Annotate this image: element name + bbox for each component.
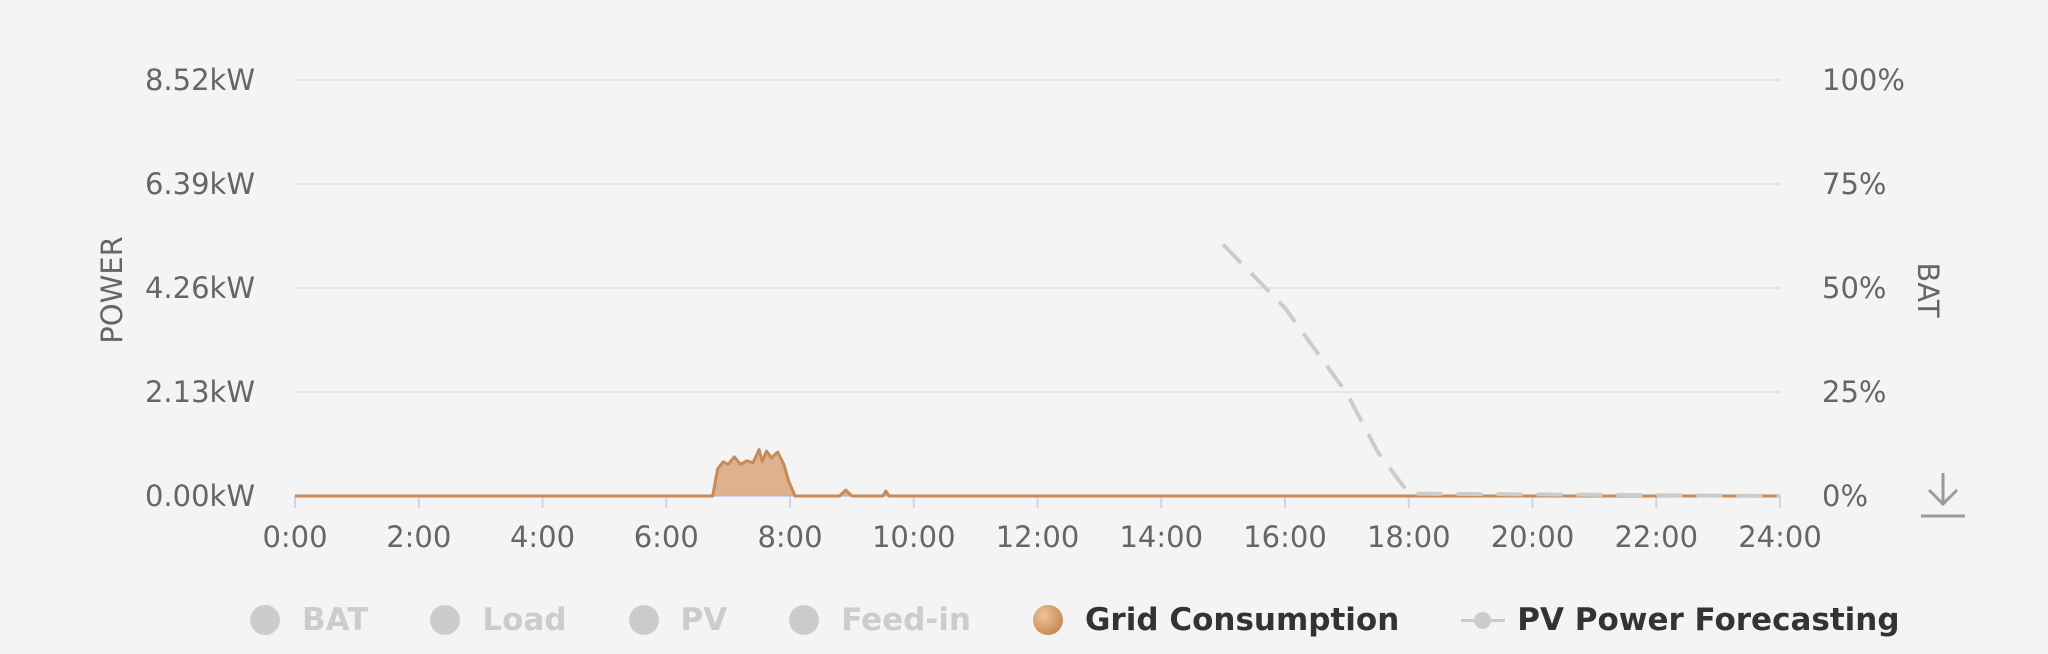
download-button[interactable] [1918, 470, 1968, 520]
legend-item-feed-in[interactable]: Feed-in [789, 602, 971, 638]
y-right-tick-label: 100% [1822, 63, 1905, 97]
legend-label: Grid Consumption [1084, 602, 1400, 638]
x-axis: 0:00 2:00 4:00 6:00 8:00 10:00 12:00 14:00 16:00… [262, 495, 1822, 554]
legend-label: BAT [302, 602, 369, 638]
y-axis-right: 0% 25% 50% 75% 100% [1822, 63, 1905, 513]
grid-lines [295, 79, 1780, 393]
x-tick-label: 0:00 [262, 520, 327, 554]
x-tick-label: 8:00 [757, 520, 822, 554]
y-left-tick-label: 4.26kW [145, 271, 255, 305]
x-tick-label: 24:00 [1738, 520, 1822, 554]
legend-item-bat[interactable]: BAT [250, 602, 368, 638]
x-tick-label: 6:00 [634, 520, 699, 554]
x-tick-label: 20:00 [1491, 520, 1575, 554]
legend-item-pv-power-forecasting[interactable]: PV Power Forecasting [1461, 602, 1900, 638]
y-left-tick-label: 6.39kW [145, 167, 255, 201]
legend-label: Feed-in [841, 602, 971, 638]
y-right-tick-label: 25% [1822, 375, 1886, 409]
y-axis-right-title: BAT [1911, 262, 1945, 317]
legend-label: PV [680, 602, 728, 638]
x-tick-label: 22:00 [1614, 520, 1698, 554]
legend-dot-marker [250, 605, 280, 635]
pv-forecast-line [1221, 243, 1781, 498]
download-icon [1921, 473, 1965, 518]
x-tick-label: 12:00 [996, 520, 1080, 554]
legend-dot-marker [1032, 605, 1063, 635]
series-layer [295, 243, 1781, 498]
legend-dot-marker [430, 605, 461, 635]
y-axis-left-title: POWER [95, 236, 129, 343]
y-left-tick-label: 0.00kW [145, 479, 255, 513]
x-tick-label: 2:00 [386, 520, 451, 554]
y-right-tick-label: 75% [1822, 167, 1886, 201]
x-tick-label: 10:00 [872, 520, 956, 554]
grid-consumption-line [295, 448, 1780, 498]
x-tick-label: 16:00 [1243, 520, 1327, 554]
legend-item-grid-consumption[interactable]: Grid Consumption [1032, 602, 1400, 638]
legend-dot-marker [628, 605, 659, 635]
x-tick-label: 4:00 [510, 520, 575, 554]
y-right-tick-label: 50% [1822, 271, 1886, 305]
y-axis-left: 0.00kW 2.13kW 4.26kW 6.39kW 8.52kW [145, 63, 255, 513]
y-left-tick-label: 8.52kW [145, 63, 255, 97]
legend-dot-marker [789, 605, 820, 635]
legend-label: PV Power Forecasting [1517, 602, 1900, 638]
y-right-tick-label: 0% [1822, 479, 1868, 513]
x-tick-label: 18:00 [1367, 520, 1451, 554]
legend-item-load[interactable]: Load [430, 602, 567, 638]
chart-legend: BAT Load PV Feed-in Grid Consumption PV Power… [250, 595, 1900, 645]
legend-item-pv[interactable]: PV [628, 602, 728, 638]
grid-consumption-area [295, 449, 1780, 496]
legend-line-marker [1461, 605, 1506, 635]
y-left-tick-label: 2.13kW [145, 375, 255, 409]
x-tick-label: 14:00 [1119, 520, 1203, 554]
legend-label: Load [482, 602, 567, 638]
